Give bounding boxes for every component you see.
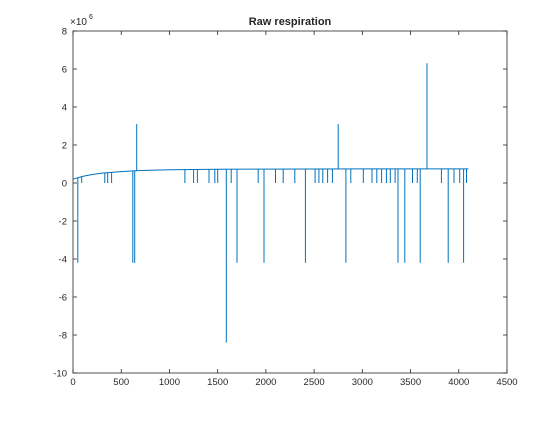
x-tick-label: 1000 [159,377,180,388]
y-exponent-label: ×10 [70,17,87,28]
y-tick-label: 4 [62,103,67,114]
x-tick-label: 2500 [304,377,325,388]
plot-area-background [73,31,507,373]
y-tick-label: -2 [59,217,67,228]
x-tick-label: 0 [70,377,75,388]
y-tick-label: -6 [59,293,67,304]
y-tick-label: -10 [53,369,67,380]
x-tick-label: 1500 [207,377,228,388]
y-tick-label: -4 [59,255,67,266]
chart-title: Raw respiration [249,16,332,28]
y-tick-label: -8 [59,331,67,342]
x-tick-label: 4500 [496,377,517,388]
x-tick-label: 3500 [400,377,421,388]
y-tick-label: 2 [62,141,67,152]
y-tick-label: 8 [62,27,67,38]
y-tick-label: 6 [62,65,67,76]
x-tick-label: 2000 [255,377,276,388]
series-baseline-line [72,168,469,180]
axes-layer: 0 500 1000 1500 2000 2500 3000 3500 4000 4500 -10 -… [53,27,517,389]
x-tick-label: 500 [113,377,129,388]
y-tick-label: 0 [62,179,67,190]
x-tick-label: 4000 [448,377,469,388]
axes-box [72,30,508,374]
y-exponent-power: 6 [89,14,93,21]
series-layer [72,63,469,343]
x-tick-label: 3000 [352,377,373,388]
